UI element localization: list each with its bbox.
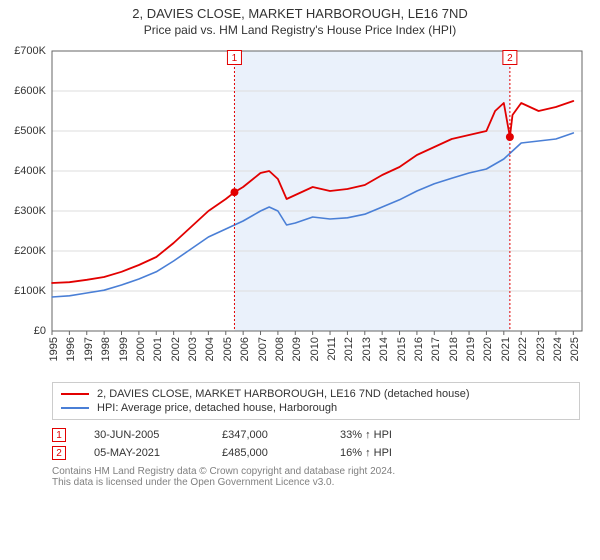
x-tick-label: 2015 — [396, 337, 408, 361]
marker-price: £485,000 — [222, 447, 312, 459]
x-tick-label: 1998 — [100, 337, 112, 361]
x-tick-label: 2024 — [552, 337, 564, 361]
legend-item: 2, DAVIES CLOSE, MARKET HARBOROUGH, LE16… — [61, 387, 571, 401]
x-tick-label: 2009 — [291, 337, 303, 361]
marker-date: 30-JUN-2005 — [94, 429, 194, 441]
chart-container: 12 £0£100K£200K£300K£400K£500K£600K£700K… — [0, 41, 600, 376]
svg-text:1: 1 — [232, 53, 238, 64]
y-tick-label: £600K — [0, 85, 46, 97]
marker-number-box: 1 — [52, 428, 66, 442]
x-tick-label: 1997 — [83, 337, 95, 361]
x-tick-label: 2008 — [274, 337, 286, 361]
legend-swatch — [61, 393, 89, 395]
x-tick-label: 2016 — [413, 337, 425, 361]
legend-label: 2, DAVIES CLOSE, MARKET HARBOROUGH, LE16… — [97, 388, 470, 400]
x-tick-label: 2006 — [239, 337, 251, 361]
x-tick-label: 2012 — [343, 337, 355, 361]
x-tick-label: 1996 — [65, 337, 77, 361]
x-tick-label: 2013 — [361, 337, 373, 361]
y-tick-label: £200K — [0, 245, 46, 257]
page-subtitle: Price paid vs. HM Land Registry's House … — [0, 23, 600, 37]
legend: 2, DAVIES CLOSE, MARKET HARBOROUGH, LE16… — [52, 382, 580, 420]
marker-delta: 33% ↑ HPI — [340, 429, 392, 441]
x-tick-label: 2020 — [482, 337, 494, 361]
marker-delta: 16% ↑ HPI — [340, 447, 392, 459]
x-tick-label: 2021 — [500, 337, 512, 361]
x-tick-label: 2017 — [430, 337, 442, 361]
marker-row: 1 30-JUN-2005 £347,000 33% ↑ HPI — [52, 426, 580, 444]
x-tick-label: 2023 — [535, 337, 547, 361]
x-tick-label: 2004 — [204, 337, 216, 361]
x-tick-label: 1995 — [48, 337, 60, 361]
x-tick-label: 2025 — [569, 337, 581, 361]
marker-number-box: 2 — [52, 446, 66, 460]
y-tick-label: £100K — [0, 285, 46, 297]
y-tick-label: £500K — [0, 125, 46, 137]
footer-line-2: This data is licensed under the Open Gov… — [52, 477, 580, 488]
svg-text:2: 2 — [507, 53, 513, 64]
y-tick-label: £0 — [0, 325, 46, 337]
price-chart: 12 — [0, 41, 600, 371]
y-tick-label: £400K — [0, 165, 46, 177]
x-tick-label: 2010 — [309, 337, 321, 361]
x-tick-label: 2001 — [152, 337, 164, 361]
x-tick-label: 1999 — [118, 337, 130, 361]
marker-date: 05-MAY-2021 — [94, 447, 194, 459]
marker-row: 2 05-MAY-2021 £485,000 16% ↑ HPI — [52, 444, 580, 462]
x-tick-label: 2003 — [187, 337, 199, 361]
y-tick-label: £300K — [0, 205, 46, 217]
x-tick-label: 2011 — [326, 337, 338, 361]
sale-markers-table: 1 30-JUN-2005 £347,000 33% ↑ HPI 2 05-MAY-202… — [52, 426, 580, 462]
x-tick-label: 2014 — [378, 337, 390, 361]
x-tick-label: 2022 — [517, 337, 529, 361]
x-tick-label: 2000 — [135, 337, 147, 361]
footer-attribution: Contains HM Land Registry data © Crown c… — [52, 466, 580, 488]
page-title: 2, DAVIES CLOSE, MARKET HARBOROUGH, LE16… — [0, 6, 600, 21]
legend-item: HPI: Average price, detached house, Harb… — [61, 401, 571, 415]
footer-line-1: Contains HM Land Registry data © Crown c… — [52, 466, 580, 477]
legend-swatch — [61, 407, 89, 409]
x-tick-label: 2005 — [222, 337, 234, 361]
x-tick-label: 2002 — [170, 337, 182, 361]
y-tick-label: £700K — [0, 45, 46, 57]
x-tick-label: 2019 — [465, 337, 477, 361]
x-tick-label: 2018 — [448, 337, 460, 361]
legend-label: HPI: Average price, detached house, Harb… — [97, 402, 337, 414]
x-tick-label: 2007 — [257, 337, 269, 361]
marker-price: £347,000 — [222, 429, 312, 441]
